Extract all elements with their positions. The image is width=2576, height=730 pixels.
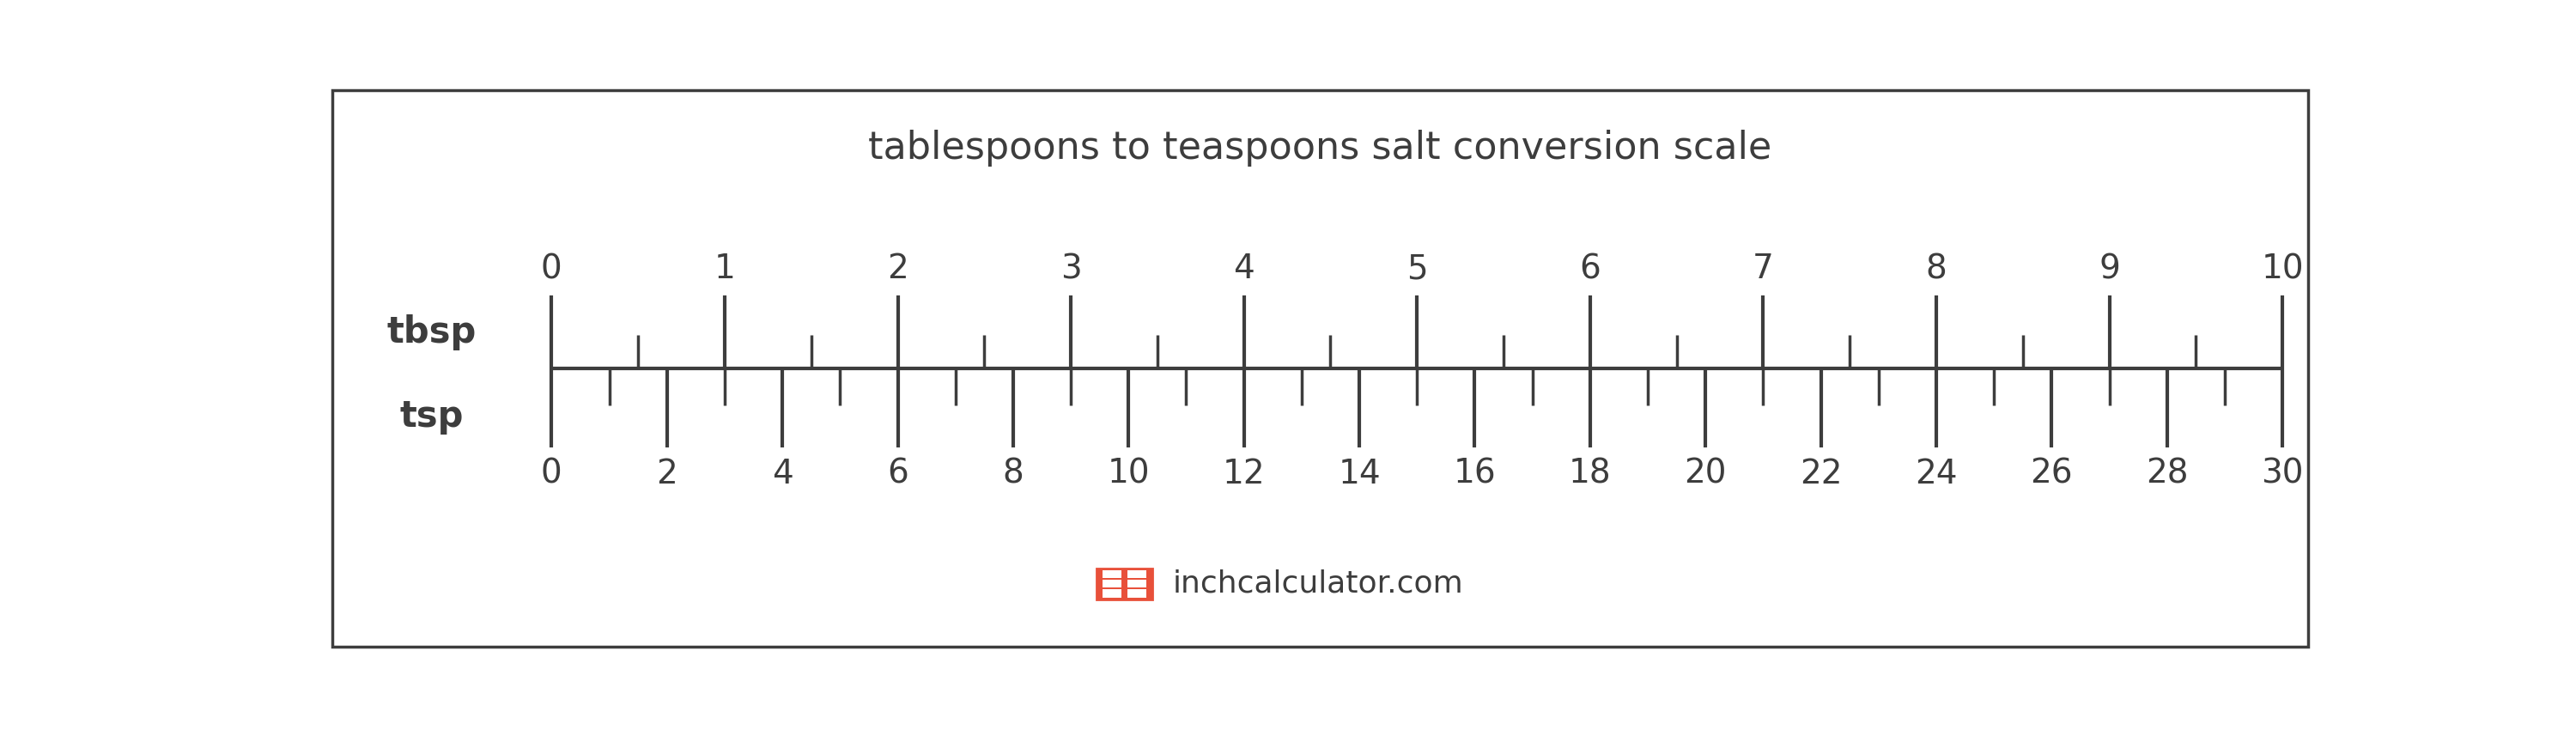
Text: 6: 6 [886,458,909,490]
Text: 12: 12 [1224,458,1265,490]
Text: 0: 0 [541,458,562,490]
Text: 1: 1 [714,253,734,285]
Text: tsp: tsp [399,399,464,434]
Text: 4: 4 [1234,253,1255,285]
Text: 20: 20 [1685,458,1726,490]
Text: 22: 22 [1801,458,1842,490]
Bar [1097,568,1151,599]
Text: 9: 9 [2099,253,2120,285]
Bar [1103,580,1121,588]
Text: 18: 18 [1569,458,1613,490]
Bar [1103,589,1121,597]
Bar [1128,570,1146,578]
Text: inchcalculator.com: inchcalculator.com [1172,569,1463,599]
Text: 5: 5 [1406,253,1427,285]
Text: 24: 24 [1914,458,1958,490]
Text: 6: 6 [1579,253,1600,285]
Text: 8: 8 [1002,458,1023,490]
Bar [1128,580,1146,588]
Text: 2: 2 [886,253,909,285]
Bar [1103,570,1121,578]
Text: 26: 26 [2030,458,2074,490]
Text: 4: 4 [773,458,793,490]
Text: 30: 30 [2262,458,2303,490]
Text: 3: 3 [1061,253,1082,285]
Text: 10: 10 [2262,253,2303,285]
Text: 8: 8 [1927,253,1947,285]
Text: 14: 14 [1337,458,1381,490]
Text: 0: 0 [541,253,562,285]
Text: 2: 2 [657,458,677,490]
Text: tbsp: tbsp [386,314,477,350]
Bar [1097,568,1151,599]
Text: 16: 16 [1453,458,1497,490]
Text: 10: 10 [1108,458,1149,490]
Bar [1128,589,1146,597]
Text: 7: 7 [1752,253,1775,285]
Text: tablespoons to teaspoons salt conversion scale: tablespoons to teaspoons salt conversion… [868,130,1772,166]
Text: 28: 28 [2146,458,2190,490]
